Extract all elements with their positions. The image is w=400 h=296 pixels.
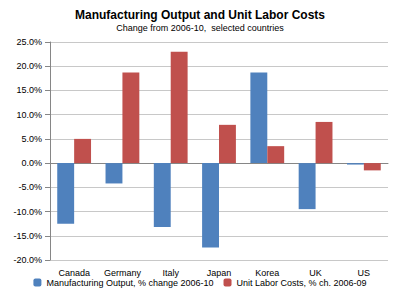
svg-text:5.0%: 5.0%	[21, 134, 42, 144]
svg-text:Japan: Japan	[207, 268, 232, 278]
svg-text:10.0%: 10.0%	[16, 110, 42, 120]
svg-text:-20.0%: -20.0%	[13, 255, 42, 265]
svg-text:-5.0%: -5.0%	[18, 182, 42, 192]
svg-text:UK: UK	[309, 268, 322, 278]
svg-text:Manufacturing Output, % change: Manufacturing Output, % change 2006-10	[46, 278, 213, 288]
svg-text:-10.0%: -10.0%	[13, 207, 42, 217]
svg-text:25.0%: 25.0%	[16, 37, 42, 47]
svg-text:US: US	[358, 268, 371, 278]
svg-text:Unit Labor Costs, % ch. 2006-0: Unit Labor Costs, % ch. 2006-09	[237, 278, 367, 288]
svg-text:Manufacturing Output and Unit: Manufacturing Output and Unit Labor Cost…	[75, 8, 325, 22]
svg-text:0.0%: 0.0%	[21, 158, 42, 168]
svg-text:Italy: Italy	[162, 268, 179, 278]
svg-text:-15.0%: -15.0%	[13, 231, 42, 241]
svg-text:15.0%: 15.0%	[16, 85, 42, 95]
svg-text:Korea: Korea	[255, 268, 279, 278]
svg-text:Change from 2006-10, selected: Change from 2006-10, selected countries	[116, 23, 284, 33]
svg-text:Germany: Germany	[104, 268, 142, 278]
svg-text:20.0%: 20.0%	[16, 61, 42, 71]
svg-text:Canada: Canada	[58, 268, 90, 278]
